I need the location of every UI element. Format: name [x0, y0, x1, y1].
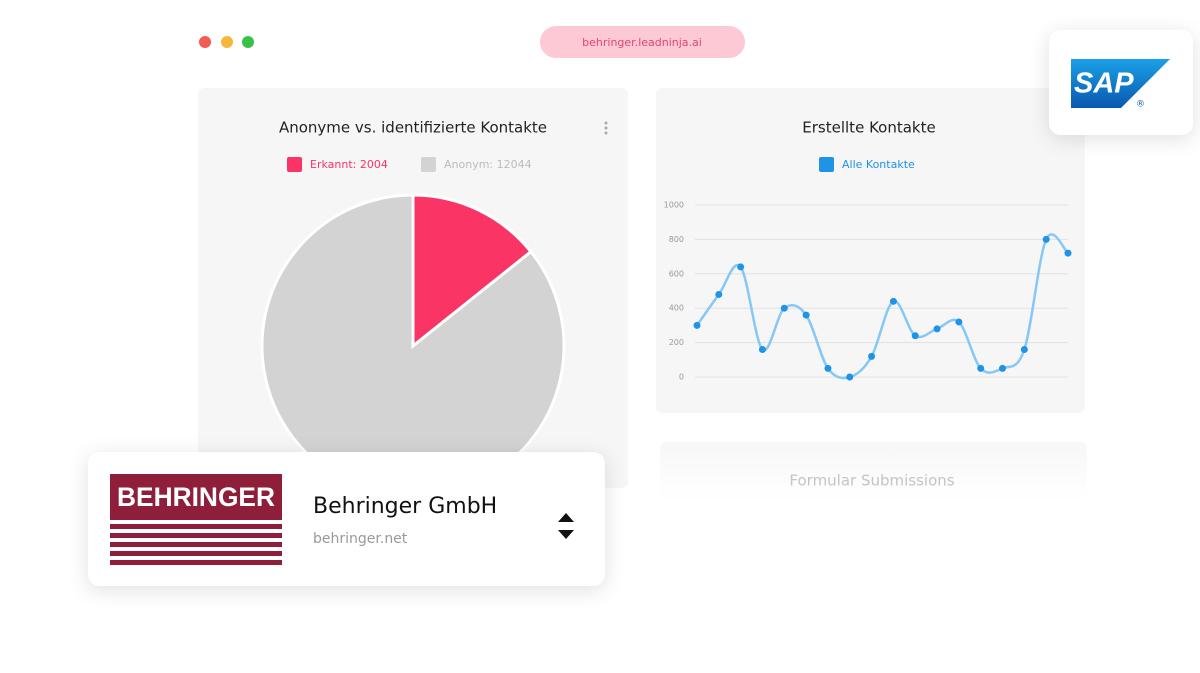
- company-name: Behringer GmbH: [313, 494, 497, 519]
- window-dot[interactable]: [221, 36, 233, 48]
- chart-title: Anonyme vs. identifizierte Kontakte: [279, 119, 547, 137]
- window-dot[interactable]: [199, 36, 211, 48]
- y-tick-label: 800: [669, 235, 684, 244]
- data-point: [889, 297, 897, 305]
- window-dot[interactable]: [242, 36, 254, 48]
- line-card: [656, 88, 1085, 413]
- data-point: [1020, 345, 1028, 353]
- data-point: [977, 364, 985, 372]
- logo-block: [110, 474, 282, 520]
- sap-text: SAP: [1074, 68, 1134, 100]
- data-point: [868, 352, 876, 360]
- data-point: [1064, 249, 1072, 257]
- legend-label: Alle Kontakte: [842, 158, 915, 171]
- data-point: [824, 364, 832, 372]
- logo-text: BEHRINGER: [117, 482, 275, 512]
- y-tick-label: 200: [669, 338, 684, 347]
- company-domain: behringer.net: [313, 531, 408, 547]
- legend-label: Anonym: 12044: [444, 158, 532, 171]
- sort-icon[interactable]: [558, 513, 574, 539]
- data-point: [802, 311, 810, 319]
- data-point: [846, 373, 854, 381]
- y-tick-label: 0: [679, 373, 684, 382]
- card-title: Formular Submissions: [789, 472, 954, 490]
- data-point: [955, 318, 963, 326]
- chart-title: Erstellte Kontakte: [802, 119, 935, 137]
- data-point: [999, 364, 1007, 372]
- url: behringer.leadninja.ai: [582, 36, 702, 49]
- data-point: [715, 290, 723, 298]
- data-point: [911, 332, 919, 340]
- legend-label: Erkannt: 2004: [310, 158, 388, 171]
- legend-swatch: [287, 157, 302, 172]
- pie-slice: [411, 193, 534, 350]
- sap-mark: ®: [1136, 100, 1145, 110]
- menu-icon[interactable]: [604, 121, 608, 135]
- y-tick-label: 400: [669, 304, 684, 313]
- line-series: [695, 233, 1069, 380]
- data-point: [758, 345, 766, 353]
- y-tick-label: 600: [669, 269, 684, 278]
- url-bar[interactable]: [540, 26, 745, 58]
- legend-swatch: [421, 157, 436, 172]
- data-point: [933, 325, 941, 333]
- y-tick-label: 1000: [664, 201, 684, 210]
- legend-swatch: [819, 157, 834, 172]
- sap-logo: [1071, 59, 1170, 108]
- data-point: [780, 304, 788, 312]
- form-card: [660, 442, 1087, 502]
- logo-stripes: [110, 524, 282, 565]
- data-point: [693, 321, 701, 329]
- data-point: [1042, 235, 1050, 243]
- data-point: [737, 263, 745, 271]
